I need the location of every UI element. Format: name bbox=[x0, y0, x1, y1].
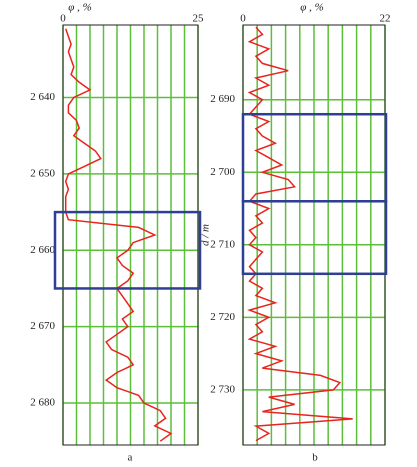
zone-box bbox=[53, 210, 202, 290]
y-tick-label: 2 670 bbox=[30, 320, 55, 332]
y-axis-label: d / m bbox=[200, 224, 212, 246]
x-axis-label: φ , % bbox=[68, 2, 92, 14]
y-tick-label: 2 690 bbox=[210, 93, 235, 105]
frame bbox=[62, 24, 199, 446]
panel-label: b bbox=[312, 452, 318, 464]
x-tick-label: 0 bbox=[60, 13, 66, 25]
zone-box bbox=[241, 200, 388, 276]
x-tick-label: 25 bbox=[193, 13, 205, 25]
x-tick-label: 22 bbox=[380, 13, 391, 25]
panel-label: a bbox=[128, 452, 133, 464]
y-tick-label: 2 730 bbox=[210, 383, 235, 395]
y-tick-label: 2 660 bbox=[30, 244, 55, 256]
porosity-curve bbox=[64, 28, 173, 442]
porosity-curve bbox=[247, 26, 353, 442]
x-axis-label: φ , % bbox=[300, 2, 324, 14]
x-tick-label: 0 bbox=[240, 13, 246, 25]
y-tick-label: 2 720 bbox=[210, 311, 235, 323]
y-tick-label: 2 680 bbox=[30, 397, 55, 409]
y-tick-label: 2 640 bbox=[30, 91, 55, 103]
y-tick-label: 2 700 bbox=[210, 166, 235, 178]
y-tick-label: 2 650 bbox=[30, 167, 55, 179]
y-tick-label: 2 710 bbox=[210, 238, 235, 250]
